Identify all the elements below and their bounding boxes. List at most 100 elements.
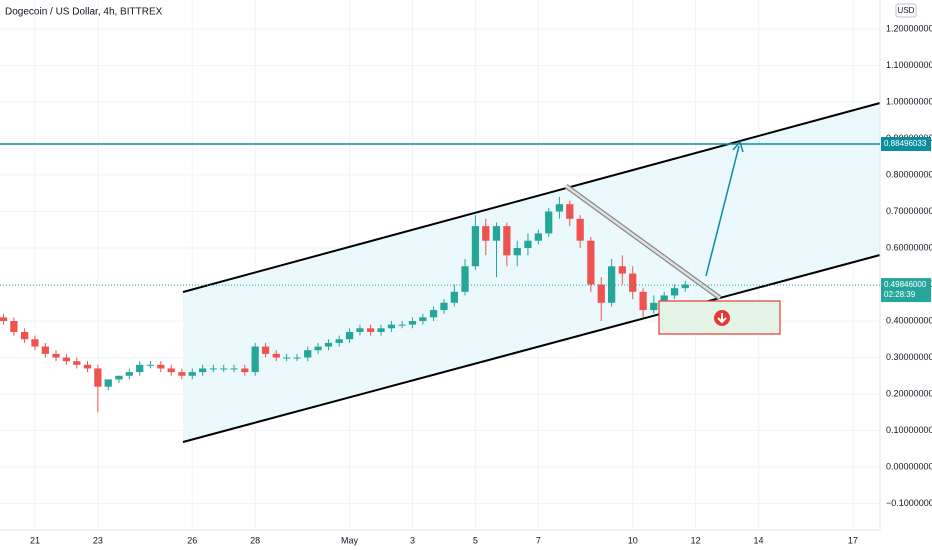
- candle-body: [429, 310, 438, 318]
- candle-body: [241, 368, 249, 373]
- candle-body: [650, 302, 658, 311]
- y-tick-label: 0.30000000: [886, 352, 932, 362]
- candle-body: [293, 357, 301, 359]
- candle-body: [73, 361, 81, 365]
- candle-body: [188, 372, 196, 376]
- x-tick-label: 7: [536, 535, 541, 545]
- last-price-label: 0.49846000: [884, 280, 927, 289]
- y-tick-label: −0.10000000: [886, 498, 932, 508]
- candle-body: [345, 331, 354, 340]
- x-tick-label: 28: [250, 535, 260, 545]
- x-tick-label: 3: [410, 535, 415, 545]
- candle-body: [335, 339, 343, 343]
- candle-body: [304, 350, 312, 358]
- candle-body: [272, 353, 280, 358]
- projection-arrow-head: [732, 140, 744, 153]
- x-tick-label: 12: [691, 535, 701, 545]
- candle-body: [587, 240, 595, 285]
- candle-body: [440, 302, 448, 311]
- currency-badge: [895, 3, 917, 18]
- candle-body: [20, 331, 29, 340]
- chart-title: Dogecoin / US Dollar, 4h, BITTREX: [5, 7, 163, 18]
- trendline-inner: [565, 184, 721, 300]
- candle-body: [566, 204, 574, 219]
- y-tick-label: 1.20000000: [886, 23, 932, 33]
- y-tick-label: 0.20000000: [886, 388, 932, 398]
- candle-body: [199, 368, 207, 373]
- candle-body: [314, 346, 322, 351]
- last-price-badge: [881, 278, 931, 303]
- x-tick-label: May: [341, 535, 359, 545]
- x-tick-label: 10: [628, 535, 638, 545]
- candle-body: [115, 375, 123, 380]
- channel-upper: [182, 102, 881, 293]
- candle-body: [136, 364, 144, 373]
- candle-body: [178, 372, 186, 376]
- candle-body: [167, 368, 175, 373]
- target-level-label: 0.88496033: [884, 139, 927, 148]
- candle-body: [660, 295, 668, 303]
- candle-body: [157, 364, 165, 369]
- candle-body: [356, 328, 364, 332]
- candle-body: [670, 288, 679, 296]
- candle-body: [629, 273, 637, 292]
- candle-body: [524, 240, 532, 249]
- candle-body: [367, 328, 375, 332]
- candle-body: [513, 248, 521, 256]
- candle-body: [597, 284, 605, 303]
- y-tick-label: 0.80000000: [886, 169, 932, 179]
- candle-body: [387, 324, 396, 329]
- candle-body: [209, 368, 217, 370]
- candle-body: [482, 226, 490, 241]
- projection-arrow: [705, 145, 740, 277]
- candle-body: [419, 317, 427, 322]
- candle-body: [10, 321, 18, 332]
- x-tick-label: 17: [848, 535, 858, 545]
- candle-body: [104, 379, 112, 387]
- candle-body: [681, 284, 689, 289]
- x-tick-label: 5: [473, 535, 478, 545]
- x-tick-label: 21: [30, 535, 40, 545]
- channel-fill: [183, 103, 880, 442]
- candle-body: [52, 353, 60, 358]
- candles: [0, 196, 689, 413]
- candle-body: [251, 346, 259, 373]
- candle-body: [230, 368, 238, 370]
- candle-body: [283, 357, 291, 359]
- y-tick-label: 1.00000000: [886, 96, 932, 106]
- x-tick-label: 23: [93, 535, 103, 545]
- candle-body: [576, 218, 584, 241]
- candle-body: [492, 226, 501, 241]
- candle-body: [398, 324, 406, 326]
- y-tick-label: 0.40000000: [886, 315, 932, 325]
- y-tick-label: 0.10000000: [886, 425, 932, 435]
- down-arrow: [717, 313, 727, 324]
- price-axis: [880, 0, 932, 550]
- candle-body: [545, 211, 553, 234]
- candle-body: [608, 266, 616, 303]
- candle-body: [408, 321, 417, 325]
- y-tick-label: 0.70000000: [886, 206, 932, 216]
- countdown: 02:28:39: [884, 290, 916, 299]
- candle-body: [261, 346, 270, 354]
- y-tick-label: 0.60000000: [886, 242, 932, 252]
- candle-body: [503, 226, 511, 256]
- candle-body: [377, 328, 385, 332]
- candle-body: [31, 339, 39, 347]
- candle-body: [62, 357, 71, 362]
- x-tick-label: 26: [187, 535, 197, 545]
- candle-body: [41, 346, 49, 354]
- candle-body: [0, 317, 8, 322]
- candle-body: [94, 368, 102, 387]
- candle-body: [220, 368, 228, 370]
- y-tick-label: 0.00000000: [886, 461, 932, 471]
- candle-body: [618, 266, 626, 274]
- currency: USD: [898, 6, 915, 15]
- channel-lower: [182, 254, 881, 443]
- candle-body: [146, 364, 155, 366]
- x-tick-label: 14: [754, 535, 764, 545]
- candle-body: [450, 291, 458, 303]
- candle-body: [639, 291, 647, 311]
- candle-body: [461, 266, 469, 292]
